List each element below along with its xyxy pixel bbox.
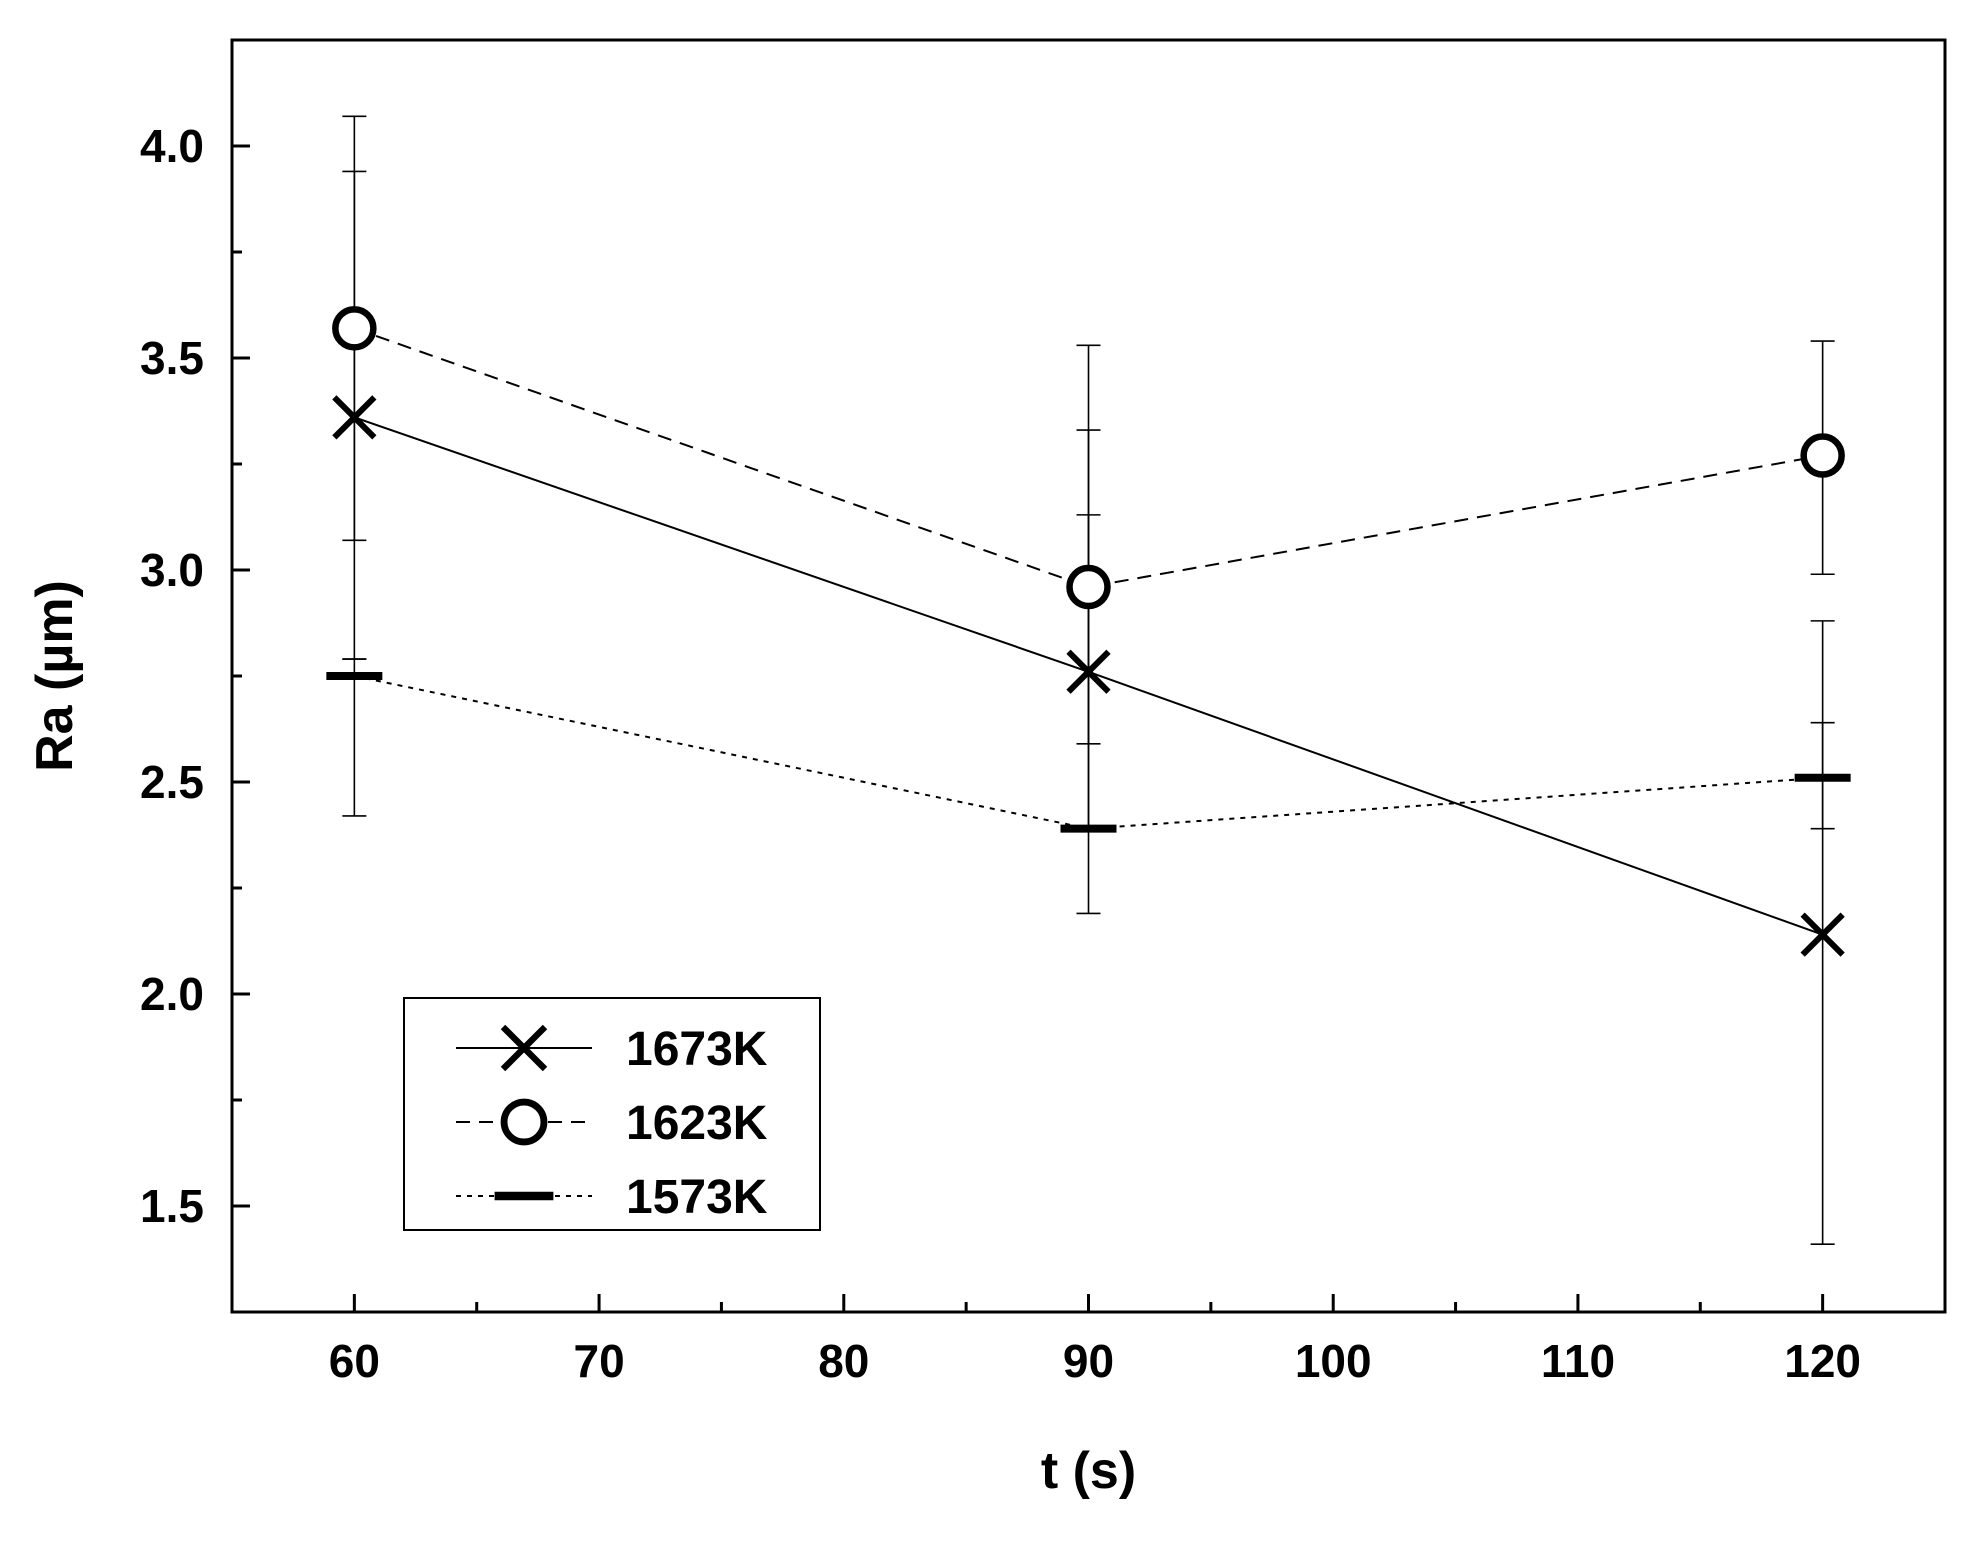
data-points <box>326 306 1851 957</box>
data-point-1623K <box>1800 433 1845 478</box>
legend-label: 1673K <box>626 1023 768 1076</box>
y-axis-title: Ra (µm) <box>26 580 84 772</box>
y-tick-label: 3.5 <box>140 332 204 384</box>
data-point-1673K <box>1800 912 1845 957</box>
legend-label: 1623K <box>626 1097 768 1150</box>
y-tick-label: 3.0 <box>140 544 204 596</box>
data-point-1673K <box>1066 649 1111 694</box>
y-tick-label: 2.0 <box>140 968 204 1020</box>
x-tick-label: 110 <box>1541 1335 1615 1387</box>
x-tick-label: 120 <box>1784 1335 1861 1387</box>
x-tick-label: 80 <box>818 1335 869 1387</box>
x-marker-stroke <box>332 395 377 440</box>
data-point-1623K <box>1066 564 1111 610</box>
legend-marker <box>500 1098 548 1146</box>
y-tick-label: 4.0 <box>140 120 204 172</box>
x-tick-label: 100 <box>1295 1335 1372 1387</box>
axes: 60 70 80 90 100 110 120 1.5 2.0 2.5 3.0 3.5 4.0 t (s)… <box>26 38 1947 1500</box>
y-tick-label: 2.5 <box>140 756 204 808</box>
data-point-1673K <box>332 395 377 440</box>
x-axis-title: t (s) <box>1041 1442 1136 1500</box>
legend-item-1573K: 1573K <box>456 1171 768 1224</box>
y-tick-label: 1.5 <box>140 1180 204 1232</box>
legend-marker <box>500 1024 548 1072</box>
series-line-1623K <box>354 327 1823 588</box>
data-point-1623K <box>332 306 377 351</box>
legend-label: 1573K <box>626 1171 768 1224</box>
legend: 1673K 1623K 1573K <box>403 997 821 1231</box>
x-marker-stroke <box>500 1024 548 1072</box>
legend-box <box>403 997 821 1231</box>
x-tick-label: 90 <box>1063 1335 1114 1387</box>
x-marker-stroke <box>1800 912 1845 957</box>
x-tick-label: 60 <box>329 1335 380 1387</box>
legend-item-1623K: 1623K <box>456 1097 768 1150</box>
x-tick-label: 70 <box>573 1335 624 1387</box>
x-marker-stroke <box>1066 649 1111 694</box>
legend-item-1673K: 1673K <box>456 1023 768 1076</box>
